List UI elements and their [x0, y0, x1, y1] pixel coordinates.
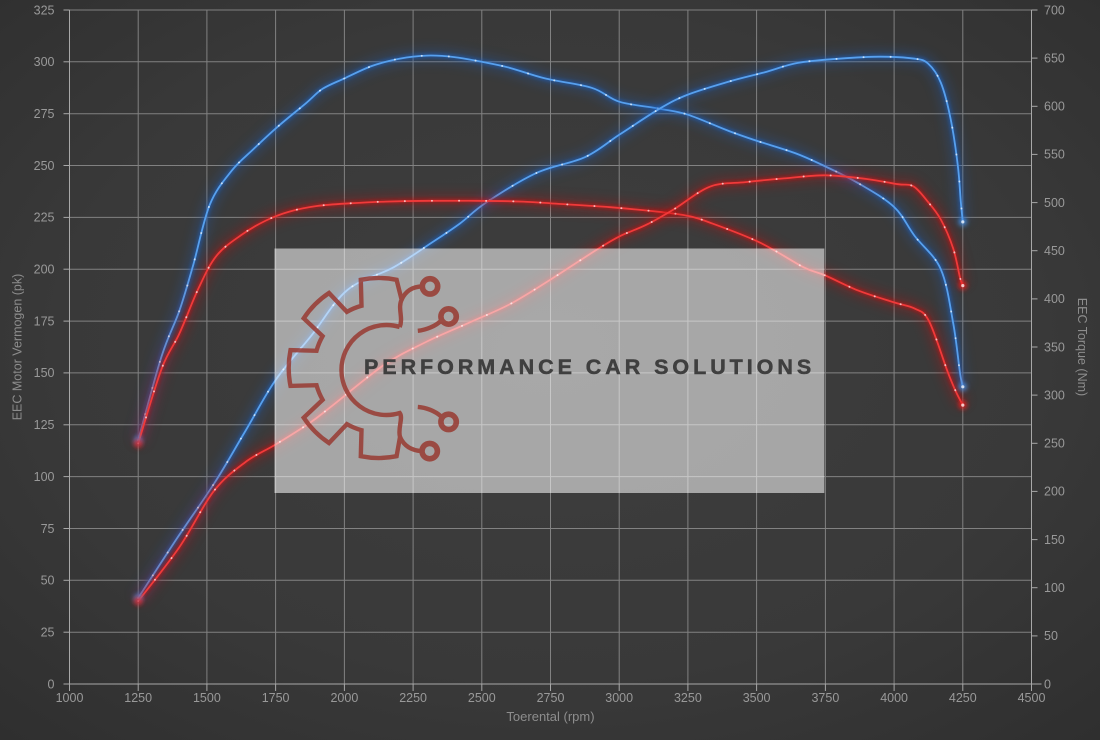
svg-text:400: 400 — [1044, 292, 1065, 306]
svg-text:4250: 4250 — [949, 691, 977, 705]
svg-text:25: 25 — [41, 626, 55, 640]
svg-text:250: 250 — [34, 159, 55, 173]
svg-text:3750: 3750 — [811, 691, 839, 705]
svg-text:3250: 3250 — [674, 691, 702, 705]
svg-text:1000: 1000 — [56, 691, 84, 705]
svg-text:175: 175 — [34, 314, 55, 328]
svg-text:150: 150 — [34, 366, 55, 380]
svg-text:0: 0 — [48, 677, 55, 691]
svg-text:PERFORMANCE CAR SOLUTIONS: PERFORMANCE CAR SOLUTIONS — [364, 355, 815, 379]
svg-text:225: 225 — [34, 211, 55, 225]
svg-text:150: 150 — [1044, 533, 1065, 547]
svg-text:75: 75 — [41, 522, 55, 536]
svg-text:500: 500 — [1044, 196, 1065, 210]
svg-text:1250: 1250 — [124, 691, 152, 705]
svg-text:100: 100 — [1044, 581, 1065, 595]
svg-text:325: 325 — [34, 3, 55, 17]
svg-text:2750: 2750 — [537, 691, 565, 705]
svg-text:250: 250 — [1044, 437, 1065, 451]
svg-text:3000: 3000 — [605, 691, 633, 705]
svg-text:4500: 4500 — [1018, 691, 1046, 705]
svg-text:2000: 2000 — [330, 691, 358, 705]
svg-text:100: 100 — [34, 470, 55, 484]
svg-text:2500: 2500 — [468, 691, 496, 705]
svg-text:Toerental (rpm): Toerental (rpm) — [506, 709, 594, 724]
svg-text:600: 600 — [1044, 100, 1065, 114]
svg-text:3500: 3500 — [743, 691, 771, 705]
svg-text:200: 200 — [1044, 485, 1065, 499]
svg-text:550: 550 — [1044, 148, 1065, 162]
svg-text:0: 0 — [1044, 677, 1051, 691]
svg-text:1750: 1750 — [262, 691, 290, 705]
svg-text:700: 700 — [1044, 3, 1065, 17]
svg-text:350: 350 — [1044, 340, 1065, 354]
svg-text:650: 650 — [1044, 51, 1065, 65]
svg-text:275: 275 — [34, 107, 55, 121]
svg-text:1500: 1500 — [193, 691, 221, 705]
svg-text:200: 200 — [34, 263, 55, 277]
svg-text:EEC Motor Vermogen (pk): EEC Motor Vermogen (pk) — [11, 274, 25, 421]
svg-text:125: 125 — [34, 418, 55, 432]
svg-text:450: 450 — [1044, 244, 1065, 258]
svg-text:2250: 2250 — [399, 691, 427, 705]
svg-text:50: 50 — [41, 574, 55, 588]
svg-text:EEC Torque (Nm): EEC Torque (Nm) — [1075, 298, 1089, 396]
svg-text:300: 300 — [34, 55, 55, 69]
svg-text:50: 50 — [1044, 629, 1058, 643]
svg-text:300: 300 — [1044, 388, 1065, 402]
svg-text:4000: 4000 — [880, 691, 908, 705]
